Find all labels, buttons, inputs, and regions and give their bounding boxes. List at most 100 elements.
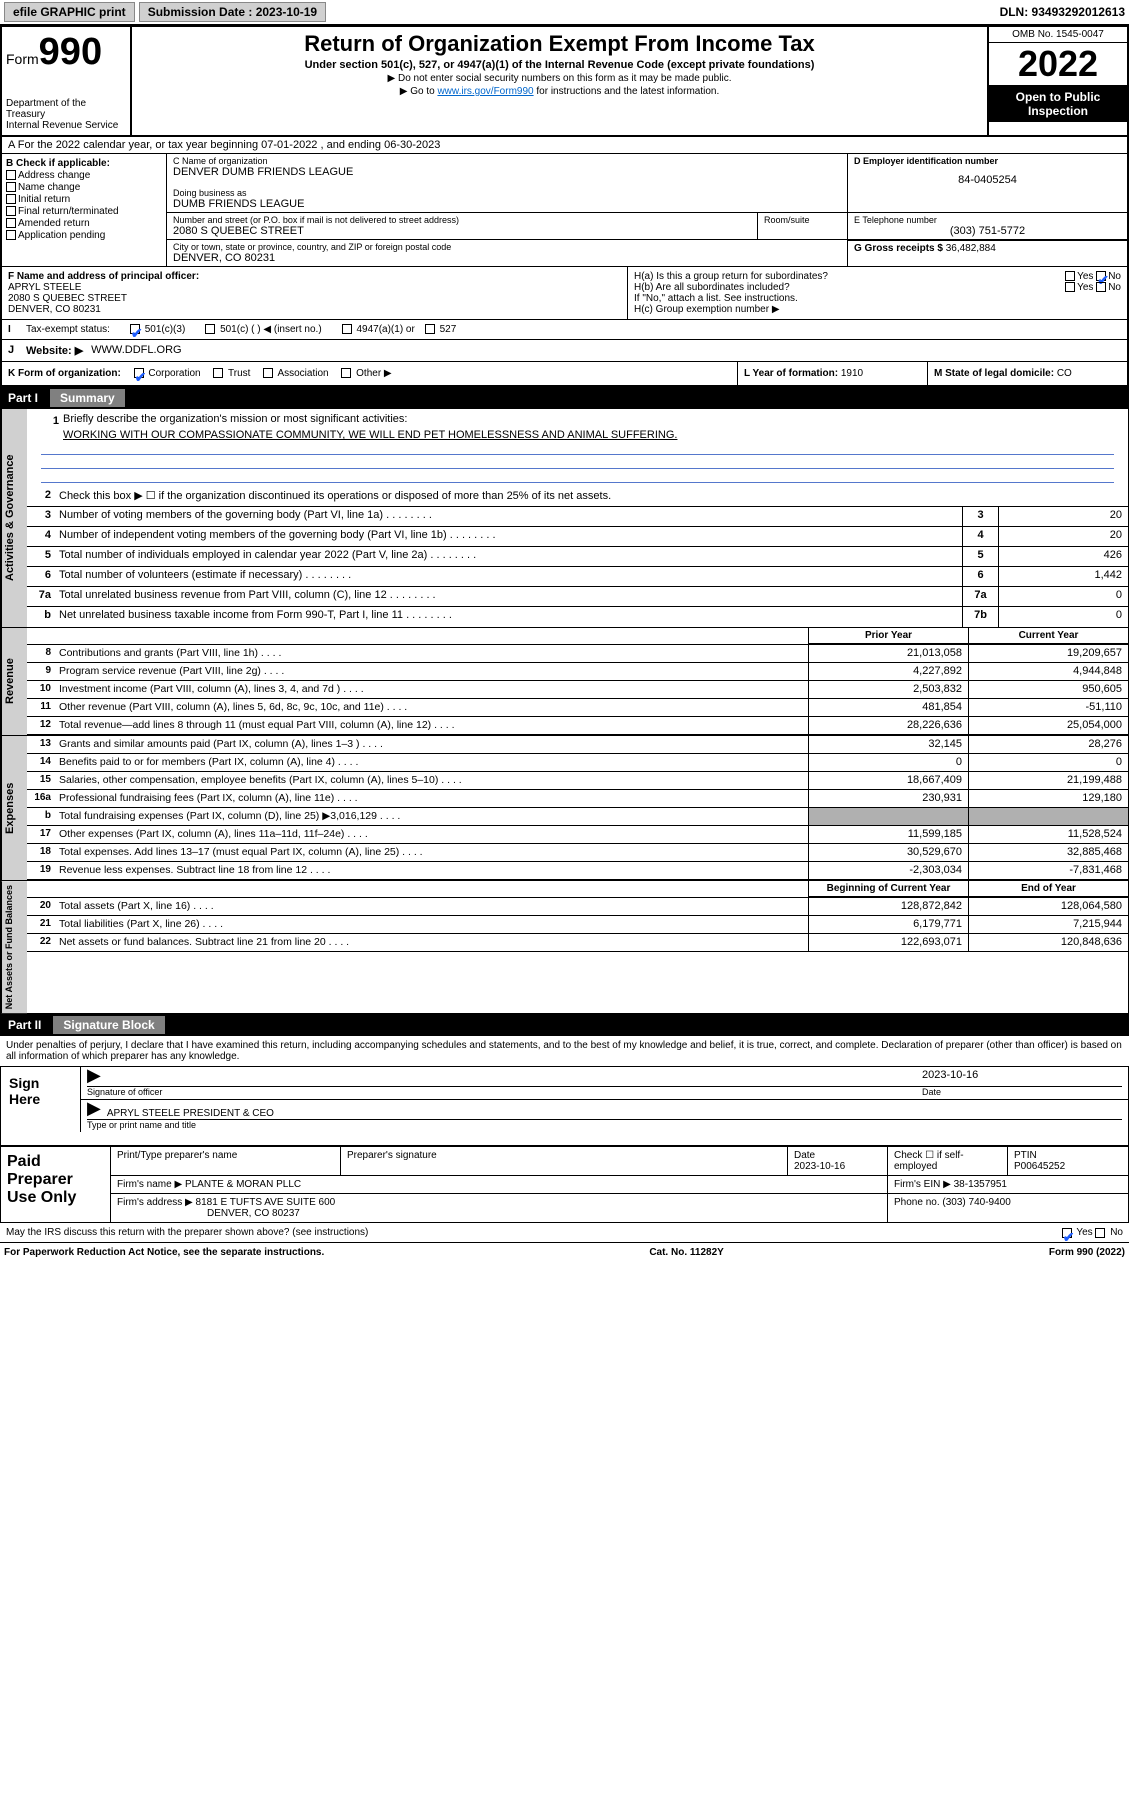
- netassets-block: Net Assets or Fund Balances Beginning of…: [0, 881, 1129, 1014]
- revenue-vert-label: Revenue: [1, 628, 27, 735]
- firm-addr2: DENVER, CO 80237: [207, 1208, 300, 1219]
- org-info-section: A For the 2022 calendar year, or tax yea…: [0, 137, 1129, 387]
- form-year-block: OMB No. 1545-0047 2022 Open to Public In…: [987, 27, 1127, 135]
- yes-3: Yes: [1076, 1227, 1092, 1238]
- discuss-no[interactable]: [1095, 1228, 1105, 1238]
- ptin-value: P00645252: [1014, 1161, 1065, 1172]
- gross-receipts: 36,482,884: [946, 243, 996, 254]
- expenses-vert-label: Expenses: [1, 736, 27, 880]
- hb-note: If "No," attach a list. See instructions…: [634, 293, 1121, 304]
- prep-check-label: Check ☐ if self-employed: [888, 1147, 1008, 1175]
- note2-post: for instructions and the latest informat…: [534, 86, 720, 97]
- firm-addr-label: Firm's address ▶: [117, 1197, 193, 1208]
- gov-line: 4Number of independent voting members of…: [27, 527, 1128, 547]
- yes-label: Yes: [1077, 271, 1093, 282]
- cb-501c[interactable]: [205, 324, 215, 334]
- addr-label: Number and street (or P.O. box if mail i…: [173, 215, 751, 225]
- tax-year: 2022: [989, 43, 1127, 86]
- ha-yes[interactable]: [1065, 271, 1075, 281]
- cb-other[interactable]: [341, 368, 351, 378]
- cb-application-pending[interactable]: [6, 230, 16, 240]
- k-label: K Form of organization:: [8, 368, 121, 379]
- efile-print-button[interactable]: efile GRAPHIC print: [4, 2, 135, 22]
- fin-line: 20Total assets (Part X, line 16) . . . .…: [27, 898, 1128, 916]
- cb-501c3[interactable]: ✔: [130, 324, 140, 334]
- ptin-label: PTIN: [1014, 1150, 1037, 1161]
- website-value: WWW.DDFL.ORG: [91, 344, 181, 357]
- fin-line: 18Total expenses. Add lines 13–17 (must …: [27, 844, 1128, 862]
- 527-label: 527: [440, 324, 457, 335]
- org-name: DENVER DUMB FRIENDS LEAGUE: [173, 166, 841, 178]
- cb-assoc[interactable]: [263, 368, 273, 378]
- form-note-2: ▶ Go to www.irs.gov/Form990 for instruct…: [136, 86, 983, 97]
- c-label: C Name of organization: [173, 156, 841, 166]
- cb-4947[interactable]: [342, 324, 352, 334]
- b-label: B Check if applicable:: [6, 158, 162, 169]
- submission-date-button[interactable]: Submission Date : 2023-10-19: [139, 2, 326, 22]
- cb-address-change[interactable]: [6, 170, 16, 180]
- cb-527[interactable]: [425, 324, 435, 334]
- 501c-label: 501(c) ( ) ◀ (insert no.): [220, 324, 322, 335]
- no-3: No: [1110, 1227, 1123, 1238]
- hb-yes[interactable]: [1065, 282, 1075, 292]
- type-name-label: Type or print name and title: [87, 1120, 1122, 1130]
- discuss-yes[interactable]: ✔: [1062, 1228, 1072, 1238]
- firm-ein-label: Firm's EIN ▶: [894, 1179, 951, 1190]
- cb-label-2: Initial return: [18, 194, 70, 205]
- revenue-block: Revenue Prior Year Current Year 8Contrib…: [0, 628, 1129, 736]
- fin-line: 9Program service revenue (Part VIII, lin…: [27, 663, 1128, 681]
- ha-no[interactable]: ✔: [1096, 271, 1106, 281]
- officer-name-title: APRYL STEELE PRESIDENT & CEO: [107, 1108, 274, 1119]
- inspection-notice: Open to Public Inspection: [989, 86, 1127, 122]
- year-formation: 1910: [841, 368, 863, 379]
- dba-name: DUMB FRIENDS LEAGUE: [173, 198, 841, 210]
- fin-line: 16aProfessional fundraising fees (Part I…: [27, 790, 1128, 808]
- paperwork-notice: For Paperwork Reduction Act Notice, see …: [4, 1247, 324, 1258]
- l-label: L Year of formation:: [744, 368, 838, 379]
- cb-amended[interactable]: [6, 218, 16, 228]
- form-title-block: Return of Organization Exempt From Incom…: [132, 27, 987, 135]
- dba-label: Doing business as: [173, 188, 841, 198]
- state-domicile: CO: [1057, 368, 1072, 379]
- cb-label-0: Address change: [18, 170, 90, 181]
- cb-trust[interactable]: [213, 368, 223, 378]
- form-header: Form990 Department of the Treasury Inter…: [0, 25, 1129, 137]
- phone-value: (303) 751-5772: [854, 225, 1121, 237]
- no-label: No: [1108, 271, 1121, 282]
- form-no-footer: Form 990 (2022): [1049, 1247, 1125, 1258]
- cb-initial-return[interactable]: [6, 194, 16, 204]
- prep-sig-label: Preparer's signature: [341, 1147, 788, 1175]
- governance-block: Activities & Governance 1Briefly describ…: [0, 409, 1129, 628]
- cat-no: Cat. No. 11282Y: [649, 1247, 723, 1258]
- part1-header: Part I Summary: [0, 387, 1129, 409]
- cb-label-4: Amended return: [18, 218, 90, 229]
- fin-line: bTotal fundraising expenses (Part IX, co…: [27, 808, 1128, 826]
- form-subtitle: Under section 501(c), 527, or 4947(a)(1)…: [136, 59, 983, 71]
- irs-link[interactable]: www.irs.gov/Form990: [437, 86, 533, 97]
- officer-addr2: DENVER, CO 80231: [8, 304, 621, 315]
- hb-no[interactable]: [1096, 282, 1106, 292]
- checkbox-column-b: B Check if applicable: Address change Na…: [2, 154, 167, 266]
- sig-arrow-icon-2: ▶: [87, 1098, 101, 1119]
- cb-final-return[interactable]: [6, 206, 16, 216]
- declaration-text: Under penalties of perjury, I declare th…: [0, 1036, 1129, 1066]
- gov-line: bNet unrelated business taxable income f…: [27, 607, 1128, 627]
- tax-year-line: A For the 2022 calendar year, or tax yea…: [2, 137, 1127, 154]
- fin-line: 21Total liabilities (Part X, line 26) . …: [27, 916, 1128, 934]
- preparer-block: Paid Preparer Use Only Print/Type prepar…: [0, 1146, 1129, 1223]
- part2-title: Signature Block: [53, 1016, 164, 1034]
- cb-corp[interactable]: ✔: [134, 368, 144, 378]
- e-label: E Telephone number: [854, 215, 1121, 225]
- street-address: 2080 S QUEBEC STREET: [173, 225, 751, 237]
- firm-addr1: 8181 E TUFTS AVE SUITE 600: [196, 1197, 336, 1208]
- prep-date: 2023-10-16: [794, 1161, 845, 1172]
- cb-name-change[interactable]: [6, 182, 16, 192]
- d-label: D Employer identification number: [854, 156, 1121, 166]
- k-assoc: Association: [277, 368, 328, 379]
- discuss-text: May the IRS discuss this return with the…: [6, 1227, 1062, 1238]
- firm-name: PLANTE & MORAN PLLC: [185, 1179, 301, 1190]
- omb-number: OMB No. 1545-0047: [989, 27, 1127, 43]
- paid-preparer-label: Paid Preparer Use Only: [1, 1147, 111, 1222]
- i-label: Tax-exempt status:: [26, 324, 110, 335]
- page-footer: For Paperwork Reduction Act Notice, see …: [0, 1243, 1129, 1262]
